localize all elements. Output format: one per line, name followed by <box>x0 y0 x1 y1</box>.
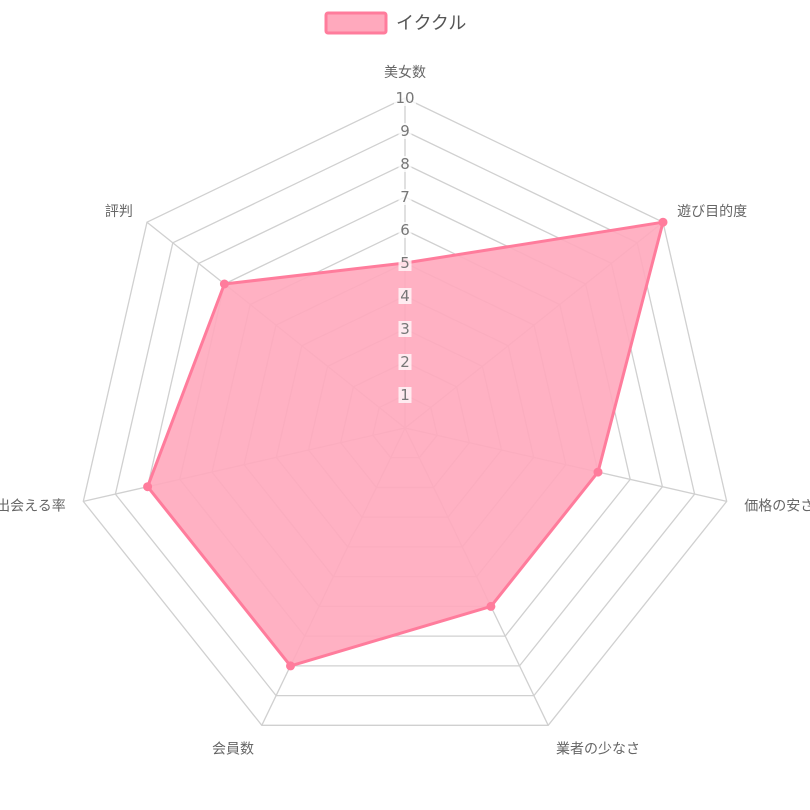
tick-backdrop-5 <box>398 255 412 271</box>
axis-label-5: 会員数 <box>212 742 254 758</box>
legend-label: イククル <box>396 13 466 34</box>
tick-backdrop-4 <box>398 288 412 304</box>
data-point-7[interactable] <box>219 279 229 289</box>
series-area <box>146 220 665 668</box>
grid-ring-10 <box>82 97 728 726</box>
tick-label-9: 9 <box>400 122 410 140</box>
data-point-4[interactable] <box>486 601 496 611</box>
tick-backdrop-9 <box>398 123 412 139</box>
tick-label-1: 1 <box>400 386 410 404</box>
tick-label-10: 10 <box>395 89 414 107</box>
tick-label-2: 2 <box>400 353 410 371</box>
axis-label-4: 業者の少なさ <box>556 742 640 758</box>
series-layer <box>143 217 668 671</box>
tick-backdrop-3 <box>398 321 412 337</box>
axis-label-6: 出会える率 <box>0 497 66 514</box>
axis-label-7: 評判 <box>105 204 133 220</box>
tick-label-3: 3 <box>400 320 410 338</box>
tick-backdrop-8 <box>398 156 412 172</box>
tick-backdrop-10 <box>394 90 416 106</box>
data-point-3[interactable] <box>593 467 603 477</box>
tick-backdrop-2 <box>398 354 412 370</box>
axis-label-2: 遊び目的度 <box>677 204 747 220</box>
tick-backdrop-7 <box>398 189 412 205</box>
tick-backdrop-6 <box>398 222 412 238</box>
tick-backdrop-1 <box>398 387 412 403</box>
legend-swatch <box>324 11 388 35</box>
tick-labels: 1 2 3 4 5 6 7 8 9 10 <box>394 89 416 404</box>
tick-label-5: 5 <box>400 254 410 272</box>
legend[interactable]: イククル <box>324 11 466 35</box>
axis-label-3: 価格の安さ <box>744 498 810 514</box>
axis-label-1: 美女数 <box>384 64 426 81</box>
tick-label-4: 4 <box>400 287 410 305</box>
data-point-5[interactable] <box>286 661 295 671</box>
tick-label-8: 8 <box>400 155 410 173</box>
data-point-2[interactable] <box>658 217 668 227</box>
tick-label-6: 6 <box>400 221 410 239</box>
data-point-6[interactable] <box>143 482 153 492</box>
tick-label-7: 7 <box>400 188 410 206</box>
